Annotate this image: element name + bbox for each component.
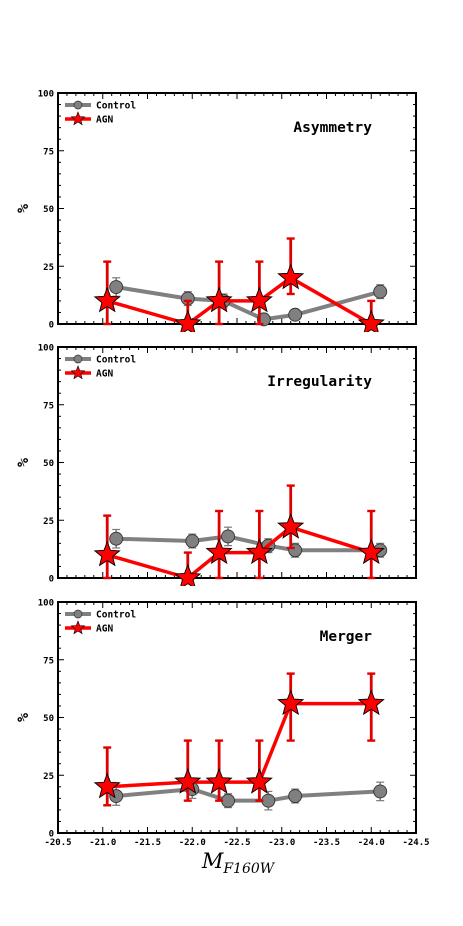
data-point-circle — [288, 789, 303, 803]
data-point-star — [205, 286, 233, 313]
x-axis-label: MF160W — [201, 849, 276, 877]
series-line — [106, 525, 372, 580]
x-tick-label: -24.0 — [358, 838, 385, 848]
data-point-star — [205, 767, 233, 794]
y-tick-label: 100 — [38, 344, 54, 354]
panel-title: Merger — [320, 629, 373, 645]
legend-marker-circle — [73, 354, 83, 364]
data-point-star — [174, 767, 202, 794]
data-point-circle — [373, 284, 388, 299]
series-line — [116, 534, 381, 553]
data-point-star — [277, 512, 305, 539]
legend-marker-star — [70, 365, 86, 380]
data-point-circle — [373, 784, 388, 799]
panel-1: 0 25 50 75 100% Asymmetry Control AGN — [14, 90, 417, 332]
plot-area — [93, 484, 388, 586]
x-tick-label: -23.0 — [268, 838, 295, 848]
data-point-star — [174, 563, 202, 586]
series-line — [115, 787, 381, 803]
y-axis-label: % — [14, 204, 32, 213]
data-point-circle — [221, 793, 236, 808]
data-point-circle — [185, 534, 200, 548]
data-point-circle — [109, 280, 124, 294]
data-point-star — [205, 538, 233, 565]
data-point-star — [357, 309, 385, 332]
x-tick-label: -24.5 — [402, 838, 429, 848]
panel-3: 0 25 50 75 100 -20.5 -21.0 -21.5 -22.0 -22.5 -23.0… — [14, 599, 430, 849]
series-agn — [93, 484, 385, 586]
y-tick-label: 25 — [43, 517, 54, 527]
legend-marker-star — [70, 620, 86, 635]
data-point-star — [245, 286, 273, 313]
y-tick-label: 100 — [38, 90, 54, 100]
series-line — [107, 701, 372, 789]
y-tick-label: 0 — [49, 321, 54, 331]
legend-marker-circle — [73, 609, 83, 619]
data-point-circle — [221, 529, 236, 544]
series-agn — [93, 237, 385, 332]
x-tick-label: -21.5 — [134, 838, 161, 848]
x-axis-label-main: M — [201, 849, 224, 873]
y-axis-label: % — [14, 713, 32, 722]
legend-label: Control — [96, 610, 136, 621]
panel-title: Asymmetry — [293, 120, 372, 136]
series-agn — [93, 672, 385, 807]
y-tick-label: 50 — [43, 714, 54, 724]
data-point-star — [93, 286, 121, 313]
y-tick-label: 75 — [43, 147, 54, 157]
x-tick-label: -23.5 — [313, 838, 340, 848]
panel-title: Irregularity — [267, 374, 372, 390]
data-point-star — [277, 689, 305, 716]
y-tick-label: 0 — [49, 575, 54, 585]
x-tick-label: -22.5 — [223, 838, 250, 848]
data-point-star — [93, 540, 121, 567]
x-tick-label: -21.0 — [89, 838, 116, 848]
y-tick-label: 100 — [38, 599, 54, 609]
legend-marker-star — [70, 111, 86, 126]
legend-label: AGN — [96, 115, 113, 126]
data-point-star — [357, 689, 385, 716]
legend-label: AGN — [96, 369, 113, 380]
data-point-circle — [288, 307, 303, 322]
legend: Control AGN — [65, 101, 136, 126]
data-point-star — [277, 263, 305, 290]
legend-label: AGN — [96, 624, 113, 635]
y-tick-label: 0 — [49, 830, 54, 840]
panel-2: 0 25 50 75 100% Irregularity Control AGN — [14, 344, 417, 586]
x-tick-label: -22.0 — [179, 838, 206, 848]
series-line — [115, 285, 381, 322]
y-tick-label: 75 — [43, 656, 54, 666]
legend-label: Control — [96, 355, 136, 366]
data-point-star — [174, 309, 202, 332]
x-axis-label-sub: F160W — [222, 861, 275, 877]
y-axis-label: % — [14, 458, 32, 467]
legend-label: Control — [96, 101, 136, 112]
y-tick-label: 50 — [43, 205, 54, 215]
data-point-star — [93, 772, 121, 799]
data-point-circle — [109, 531, 124, 546]
data-point-star — [245, 767, 273, 794]
panels: 0 25 50 75 100% Asymmetry Control AGN 0 25 50 75 100… — [14, 90, 430, 849]
series-line — [106, 276, 373, 326]
data-point-circle — [261, 793, 276, 808]
data-point-star — [245, 538, 273, 565]
legend: Control AGN — [65, 610, 136, 635]
y-tick-label: 25 — [43, 772, 54, 782]
y-tick-label: 50 — [43, 459, 54, 469]
data-point-star — [357, 538, 385, 565]
y-tick-label: 25 — [43, 263, 54, 273]
y-tick-label: 75 — [43, 401, 54, 411]
legend-marker-circle — [73, 100, 83, 110]
legend: Control AGN — [65, 355, 136, 380]
plot-area — [93, 672, 388, 811]
plot-area — [93, 237, 388, 332]
x-tick-label: -20.5 — [44, 838, 71, 848]
